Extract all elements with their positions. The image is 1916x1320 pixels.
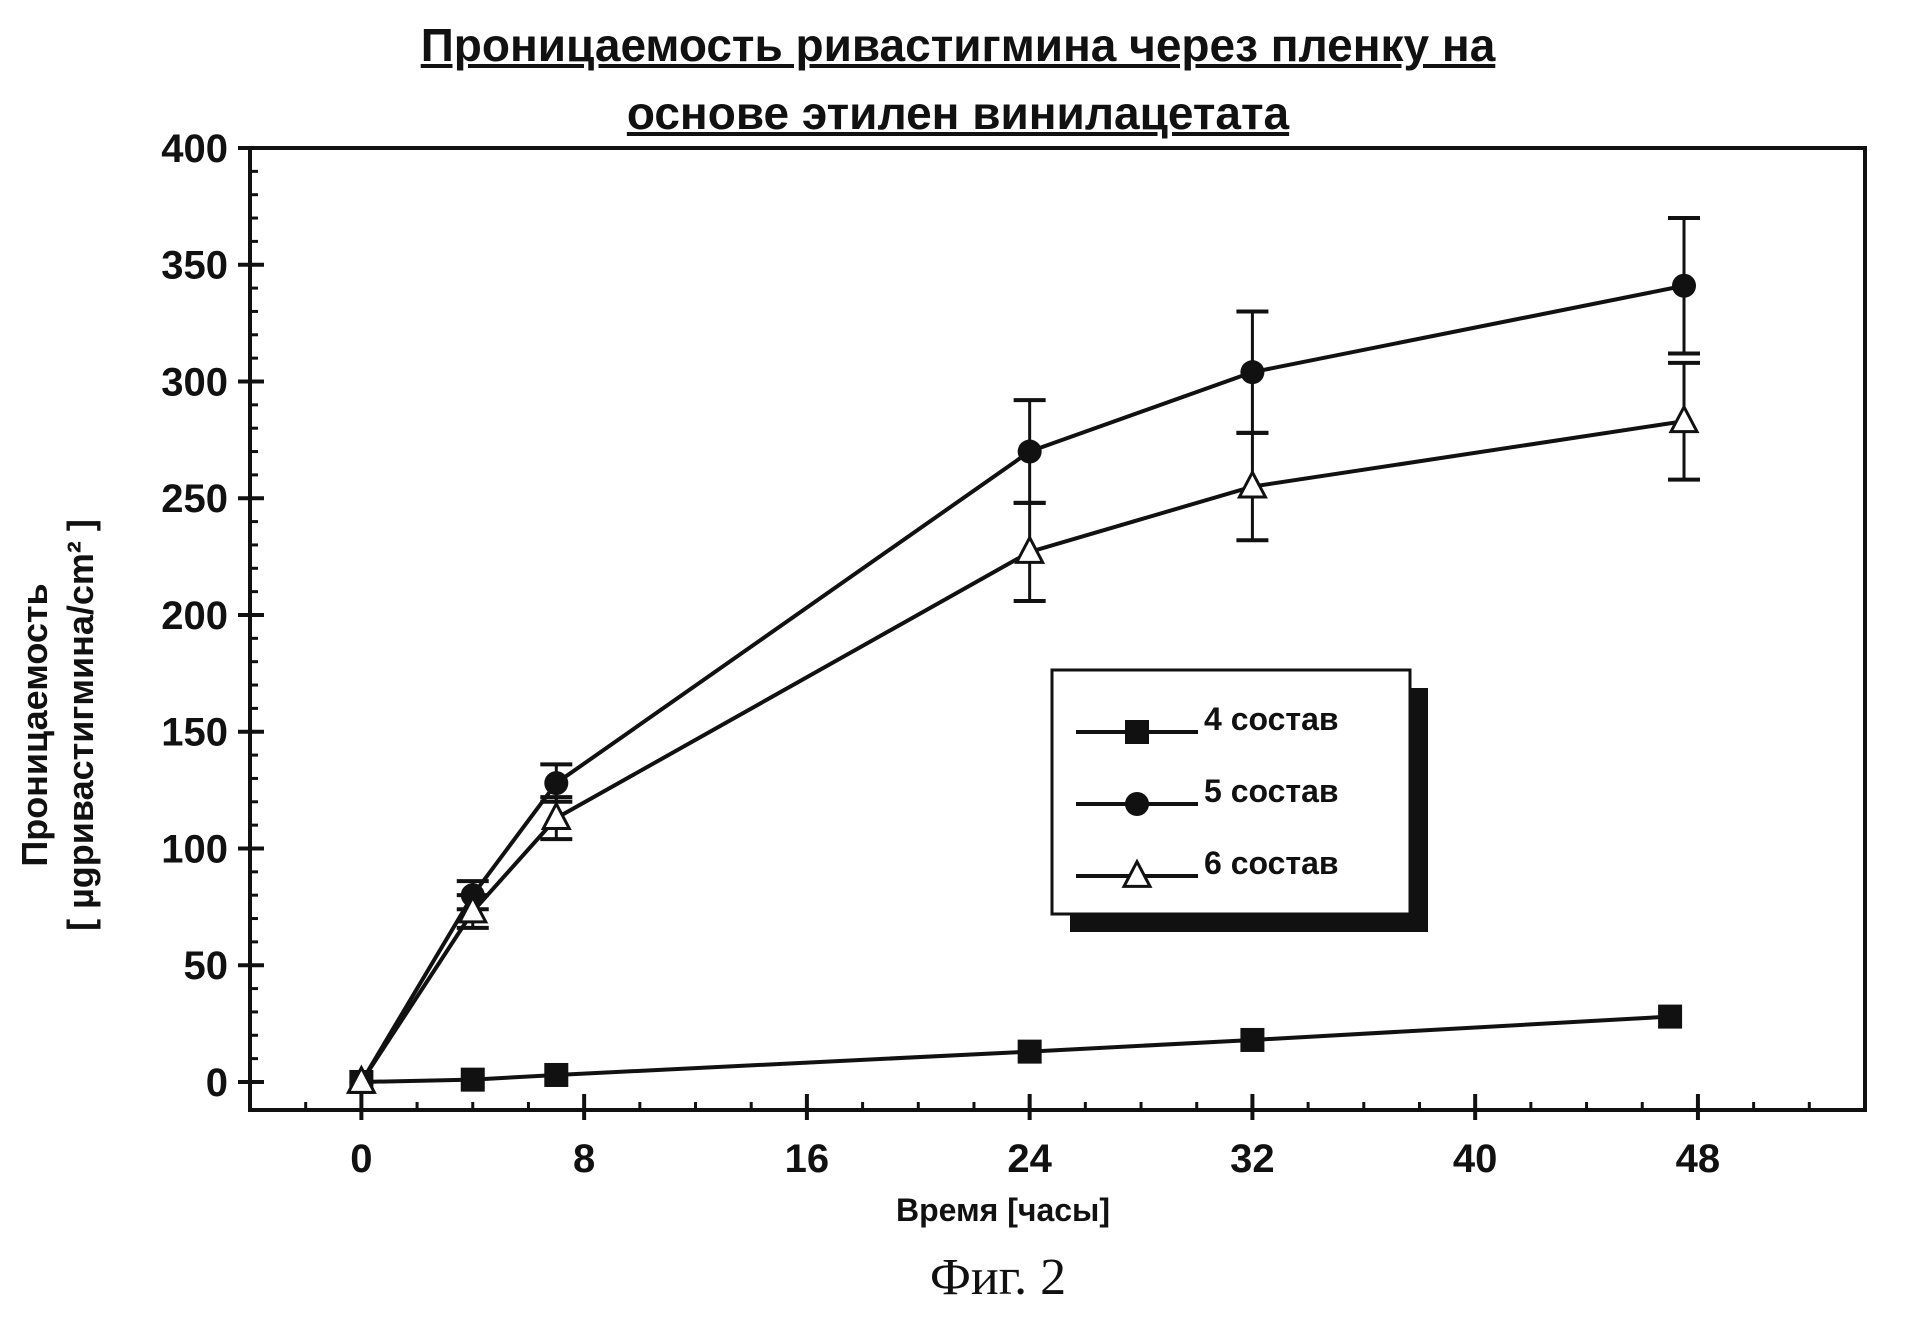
x-tick-label: 8 — [573, 1137, 595, 1181]
series-3-point — [1671, 407, 1697, 432]
figure-caption: Фиг. 2 — [0, 1248, 1916, 1307]
series-2-point — [1672, 274, 1696, 298]
series-2-point — [544, 771, 568, 795]
legend-marker — [1125, 720, 1149, 744]
x-tick-label: 0 — [350, 1137, 372, 1181]
y-tick-label: 350 — [161, 244, 228, 288]
x-tick-label: 24 — [1007, 1137, 1052, 1181]
series-1-point — [544, 1063, 568, 1087]
y-axis-label-line-1: Проницаемость — [12, 519, 58, 931]
y-tick-label: 150 — [161, 711, 228, 755]
legend-marker — [1125, 792, 1149, 816]
y-tick-label: 200 — [161, 594, 228, 638]
series-1-point — [1240, 1028, 1264, 1052]
series-2-point — [1018, 440, 1042, 464]
x-axis-label: Время [часы] — [0, 1192, 1916, 1229]
y-tick-label: 400 — [161, 127, 228, 171]
series-1-point — [1658, 1005, 1682, 1029]
y-tick-label: 100 — [161, 827, 228, 871]
plot-frame — [250, 148, 1865, 1110]
x-tick-label: 40 — [1453, 1137, 1498, 1181]
series-3-point — [543, 804, 569, 829]
series-3-line — [361, 421, 1684, 1082]
y-axis-label-line-2: [ µgривастигмина/cm² ] — [58, 519, 104, 931]
x-tick-label: 48 — [1676, 1137, 1721, 1181]
legend-label: 5 состав — [1204, 773, 1339, 809]
x-tick-label: 16 — [785, 1137, 830, 1181]
legend-label: 6 состав — [1204, 845, 1339, 881]
series-1-point — [461, 1068, 485, 1092]
series-1-point — [1018, 1040, 1042, 1064]
y-tick-label: 50 — [184, 944, 229, 988]
legend-label: 4 состав — [1204, 701, 1339, 737]
y-tick-label: 250 — [161, 477, 228, 521]
series-2-point — [1240, 360, 1264, 384]
y-tick-label: 300 — [161, 360, 228, 404]
y-tick-label: 0 — [206, 1061, 228, 1105]
x-tick-label: 32 — [1230, 1137, 1275, 1181]
series-2-line — [361, 286, 1684, 1082]
